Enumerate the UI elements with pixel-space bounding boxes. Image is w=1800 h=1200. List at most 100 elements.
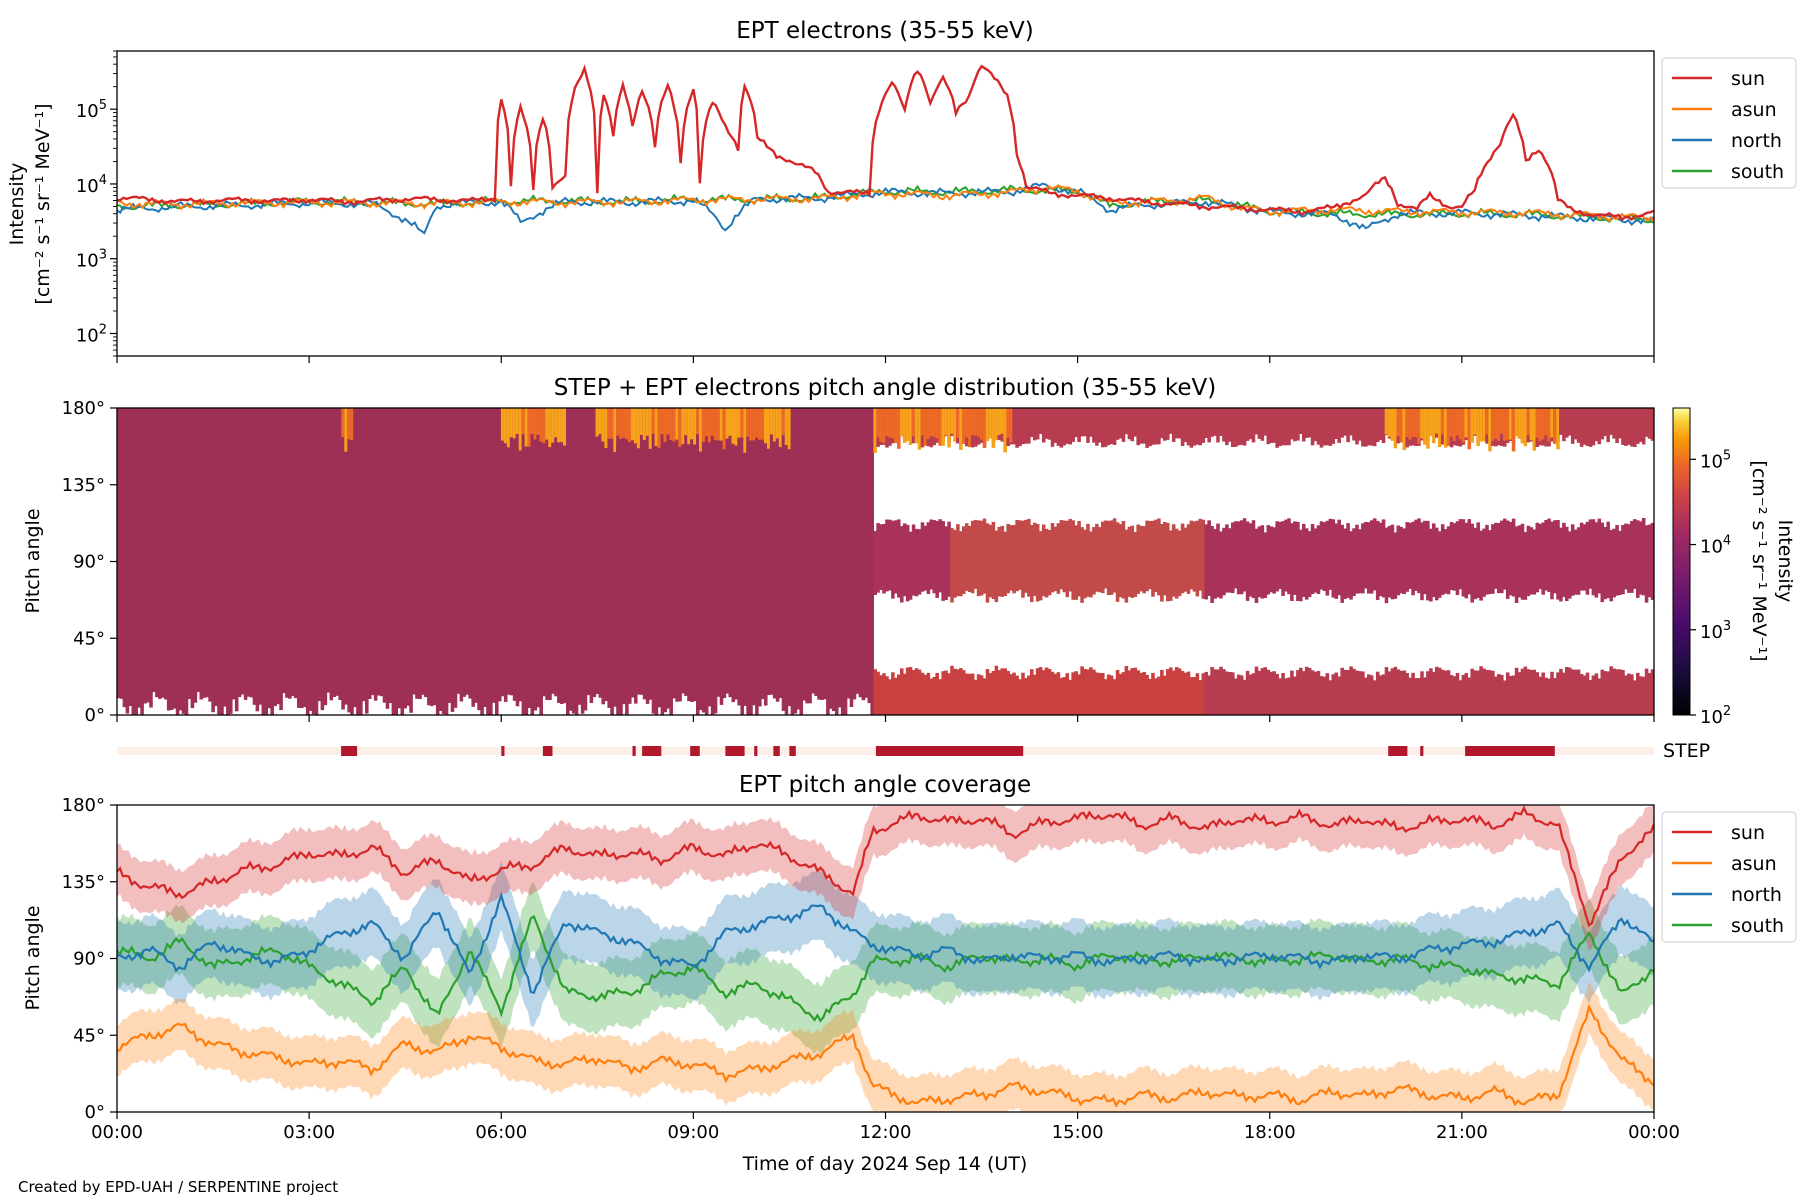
- pad-cell: [1195, 520, 1200, 597]
- pad-cell: [468, 583, 472, 699]
- pad-cell: [1089, 408, 1093, 437]
- intensity-line-south: [117, 183, 1654, 224]
- pad-cell-high: [1408, 408, 1412, 440]
- pad-cell: [681, 579, 685, 694]
- pad-cell: [994, 530, 999, 603]
- pad-cell: [1313, 528, 1318, 593]
- pad-cell: [704, 518, 709, 625]
- pad-cell-high: [891, 408, 895, 439]
- pad-cell: [385, 573, 390, 709]
- pad-cell: [840, 514, 845, 625]
- pad-cell: [122, 583, 127, 708]
- pad-cell: [311, 506, 316, 626]
- pad-cell: [362, 408, 366, 493]
- pad-cell: [758, 408, 762, 485]
- pad-cell-high: [932, 408, 937, 437]
- footer-credit: Created by EPD-UAH / SERPENTINE project: [18, 1178, 338, 1196]
- pad-cell: [1532, 529, 1537, 595]
- pad-cell: [651, 582, 656, 714]
- pad-cell: [935, 672, 939, 715]
- pad-cell: [846, 441, 851, 557]
- pad-cell: [1053, 673, 1058, 715]
- pad-cell: [1228, 408, 1232, 442]
- pad-cell: [790, 513, 795, 627]
- pad-cell: [146, 441, 150, 560]
- pad-cell: [1062, 520, 1067, 593]
- pad-cell: [1127, 670, 1132, 715]
- pad-cell: [1621, 670, 1625, 715]
- pad-cell: [1231, 408, 1235, 447]
- pad-cell: [571, 587, 576, 714]
- pad-cell: [1603, 527, 1608, 600]
- pad-cell: [959, 531, 963, 597]
- pad-cell: [533, 512, 538, 620]
- pad-cell: [229, 521, 233, 621]
- intensity-line-asun: [117, 184, 1654, 223]
- pad-cell: [509, 507, 514, 594]
- pad-cell: [769, 575, 774, 695]
- coverage-x-tick-label: 03:00: [283, 1122, 335, 1143]
- pad-cell: [1121, 672, 1126, 715]
- coverage-x-tick-label: 00:00: [1628, 1122, 1680, 1143]
- pad-cell: [888, 519, 892, 591]
- pad-cell: [447, 408, 452, 492]
- pad-cell-high: [914, 408, 919, 444]
- pad-cell: [731, 508, 736, 611]
- pad-cell: [1269, 526, 1274, 593]
- pad-cell: [1024, 678, 1028, 715]
- pad-cell: [628, 520, 632, 620]
- pad-cell: [743, 581, 747, 706]
- pad-cell: [332, 588, 337, 697]
- pad-cell: [394, 586, 399, 715]
- pad-cell: [143, 515, 147, 619]
- pad-cell: [1154, 408, 1158, 445]
- pad-cell: [1491, 670, 1495, 715]
- pad-cell: [1455, 673, 1460, 715]
- pad-cell: [1299, 408, 1303, 434]
- pad-cell-high: [731, 408, 736, 444]
- pad-cell: [1429, 668, 1433, 715]
- pad-cell: [131, 444, 136, 543]
- pad-cell: [356, 408, 360, 481]
- pad-cell: [539, 529, 543, 621]
- pad-cell: [385, 504, 390, 607]
- pad-cell: [338, 582, 342, 700]
- intensity-line-north: [117, 182, 1654, 235]
- coverage-series-group: [117, 805, 1654, 1112]
- pad-cell: [234, 440, 239, 550]
- pad-cell: [291, 408, 295, 505]
- pad-cell: [373, 519, 378, 607]
- pad-cell: [687, 508, 691, 612]
- pad-cell: [1624, 408, 1628, 446]
- pad-cell: [740, 455, 744, 552]
- pad-cell: [858, 454, 863, 558]
- pad-cell: [1313, 408, 1318, 442]
- pad-cell: [1059, 408, 1064, 448]
- pad-cell: [796, 444, 801, 551]
- pad-cell: [1139, 408, 1143, 444]
- pad-cell: [1553, 520, 1557, 594]
- pad-cell: [731, 580, 736, 703]
- pad-cell: [1384, 527, 1389, 604]
- pad-cell: [249, 502, 254, 594]
- pad-cell: [264, 408, 269, 487]
- pad-cell: [1337, 408, 1341, 443]
- pad-cell: [1302, 408, 1306, 442]
- pad-cell: [1018, 679, 1022, 715]
- pad-cell: [595, 509, 600, 599]
- pad-cell: [1166, 522, 1170, 602]
- pad-cell-high: [1426, 408, 1430, 449]
- pad-cell: [1417, 678, 1421, 715]
- pad-cell-high: [548, 408, 552, 447]
- pad-cell: [1532, 669, 1537, 715]
- pad-cell: [220, 589, 224, 715]
- pad-cell: [867, 408, 872, 505]
- pad-cell: [968, 526, 972, 592]
- pad-cell: [1127, 408, 1132, 440]
- pad-cell: [409, 438, 413, 544]
- pad-cell-high: [876, 408, 880, 438]
- pad-cell: [728, 510, 733, 602]
- pad-cell-high: [1443, 408, 1448, 448]
- pad-cell-high: [716, 408, 721, 441]
